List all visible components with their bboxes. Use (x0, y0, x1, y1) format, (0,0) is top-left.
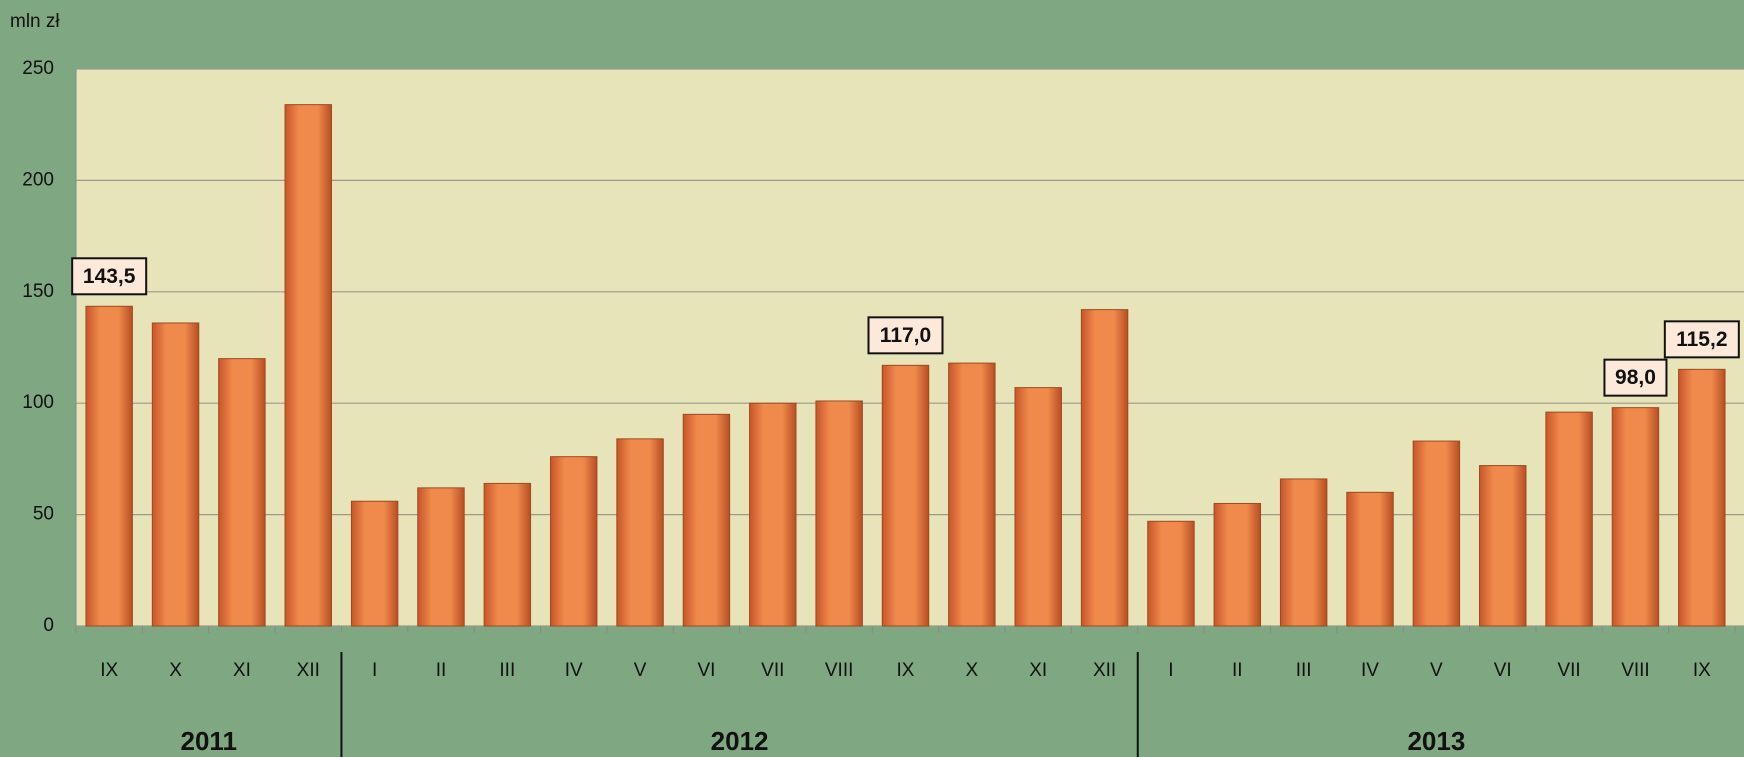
y-unit-label: mln zł (10, 11, 60, 32)
value-label: 143,5 (83, 265, 136, 288)
bar (1479, 465, 1527, 627)
group-label: 2012 (711, 726, 769, 756)
bar (1213, 502, 1262, 627)
bar (284, 104, 332, 627)
x-tick-label: XI (1029, 660, 1047, 681)
x-tick-label: IV (1361, 660, 1379, 681)
x-tick-label: VIII (825, 660, 854, 681)
x-tick-label: XII (1093, 660, 1116, 681)
bar (417, 487, 465, 627)
x-tick-label: IX (100, 660, 118, 681)
x-tick-label: I (1168, 660, 1173, 681)
x-tick-label: V (1430, 660, 1443, 681)
value-label-box (1663, 320, 1740, 359)
y-tick-label: 200 (22, 169, 54, 190)
x-tick-label: VIII (1621, 660, 1650, 681)
bar (85, 305, 133, 627)
x-tick-label: X (169, 660, 182, 681)
group-label: 2011 (181, 726, 237, 756)
bar (350, 500, 399, 627)
x-tick-label: VI (697, 660, 715, 681)
y-tick-label: 0 (43, 615, 54, 636)
y-tick-label: 150 (22, 281, 54, 302)
x-tick-label: II (436, 660, 447, 681)
bar (616, 438, 664, 627)
x-tick-label: X (966, 660, 979, 681)
value-label-box (867, 316, 944, 355)
x-tick-label: II (1232, 660, 1243, 681)
x-tick-label: VII (1557, 660, 1580, 681)
bar (1678, 368, 1726, 627)
y-tick-label: 250 (22, 58, 54, 79)
bar (1147, 520, 1195, 627)
bar (1279, 478, 1328, 627)
x-tick-label: I (372, 660, 377, 681)
bar (1545, 411, 1593, 627)
value-label-box (1603, 358, 1668, 397)
x-tick-label: IX (897, 660, 915, 681)
bar (815, 400, 863, 627)
bar (1412, 440, 1461, 627)
bar (749, 402, 797, 627)
bar (1014, 387, 1062, 627)
x-tick-label: VII (761, 660, 784, 681)
bar (218, 358, 266, 627)
y-tick-label: 50 (33, 504, 54, 525)
bar (1611, 407, 1660, 627)
x-tick-label: III (499, 660, 515, 681)
value-label: 117,0 (880, 324, 931, 347)
value-label-box (71, 257, 148, 296)
x-tick-label: IX (1693, 660, 1711, 681)
bar (1080, 309, 1129, 627)
value-label: 98,0 (1615, 366, 1656, 389)
x-tick-label: XI (233, 660, 251, 681)
x-tick-label: IV (565, 660, 583, 681)
bar (549, 456, 598, 627)
bar (881, 364, 930, 627)
x-tick-label: III (1296, 660, 1312, 681)
bar (151, 322, 200, 627)
value-label: 115,2 (1676, 328, 1727, 351)
group-label: 2013 (1407, 726, 1465, 756)
x-tick-label: V (634, 660, 647, 681)
bar (682, 413, 731, 627)
x-tick-label: VI (1494, 660, 1512, 681)
bar (483, 482, 532, 627)
bar (948, 362, 996, 627)
x-tick-label: XII (297, 660, 320, 681)
y-tick-label: 100 (22, 392, 54, 413)
bar (1346, 491, 1394, 627)
